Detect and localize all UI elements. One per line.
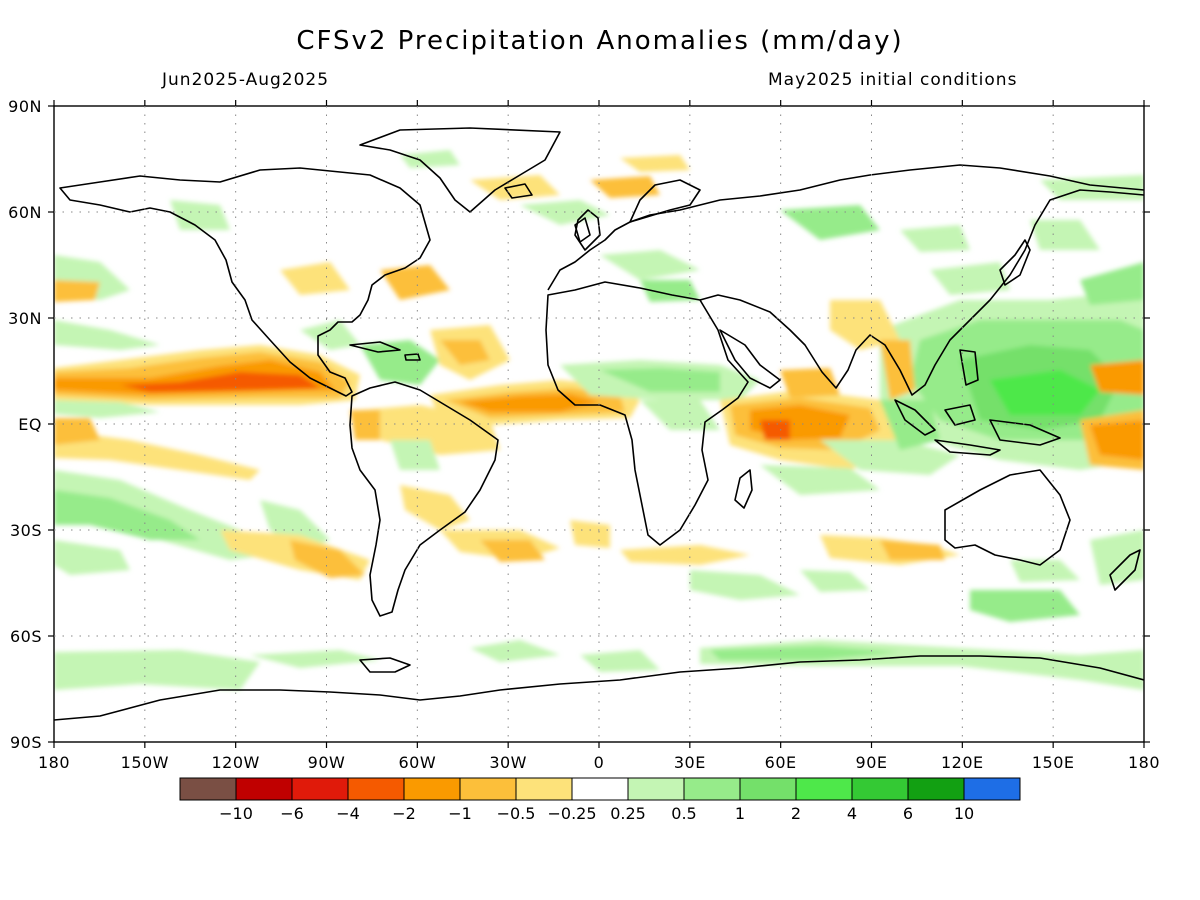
gridlines [54, 106, 1144, 742]
colorbar-swatch [683, 777, 741, 801]
lon-tick-label: 0 [594, 753, 605, 772]
forecast-period: Jun2025-Aug2025 [162, 70, 330, 90]
axis-ticks [48, 100, 1150, 748]
colorbar-label: 6 [903, 804, 913, 823]
colorbar-label: −0.25 [547, 804, 596, 823]
south-america-outline [349, 381, 499, 617]
lat-tick-label: 60N [8, 203, 42, 222]
anomaly-shading [54, 150, 1144, 690]
lat-tick-label: 90S [10, 733, 42, 752]
lon-tick-label: 90W [308, 753, 346, 772]
colorbar-label: −4 [336, 804, 360, 823]
latitude-labels: 90N 60N 30N EQ 30S 60S 90S [8, 97, 42, 752]
colorbar-swatch [963, 777, 1021, 801]
lon-tick-label: 150W [121, 753, 169, 772]
lon-tick-label: 60E [765, 753, 797, 772]
europe-outline [547, 164, 1144, 291]
colorbar-swatch [459, 777, 517, 801]
wet-band-southern-pacific [54, 650, 260, 690]
north-america-outline [59, 167, 431, 397]
colorbar-swatch [627, 777, 685, 801]
colorbar-swatch [403, 777, 461, 801]
wet-band-south-pacific [54, 470, 270, 560]
colorbar-label: −6 [280, 804, 304, 823]
lon-tick-label: 180 [1128, 753, 1160, 772]
initial-conditions-label: May2025 initial conditions [768, 70, 1018, 90]
colorbar-swatch [235, 777, 293, 801]
lat-tick-label: 90N [8, 97, 42, 116]
colorbar-label: 1 [735, 804, 745, 823]
australia-outline [944, 469, 1071, 566]
colorbar-label: 0.25 [610, 804, 646, 823]
colorbar-swatch [571, 777, 629, 801]
colorbar-swatch [179, 777, 237, 801]
lon-tick-label: 120W [211, 753, 259, 772]
lon-tick-label: 150E [1032, 753, 1075, 772]
colorbar-label: −2 [392, 804, 416, 823]
lon-tick-label: 120E [941, 753, 984, 772]
colorbar-swatch [795, 777, 853, 801]
colorbar-label: 4 [847, 804, 857, 823]
colorbar-label: 2 [791, 804, 801, 823]
colorbar-swatch [907, 777, 965, 801]
colorbar-label: −0.5 [497, 804, 536, 823]
lat-tick-label: 30N [8, 309, 42, 328]
colorbar-swatch [851, 777, 909, 801]
colorbar-swatch [739, 777, 797, 801]
greenland-outline [359, 127, 561, 213]
colorbar-swatch [515, 777, 573, 801]
lat-tick-label: 30S [10, 521, 42, 540]
colorbar [179, 777, 1021, 801]
colorbar-label: −10 [219, 804, 253, 823]
lon-tick-label: 60W [398, 753, 436, 772]
chart-title: CFSv2 Precipitation Anomalies (mm/day) [296, 26, 904, 56]
colorbar-label: 0.5 [671, 804, 696, 823]
colorbar-swatch [291, 777, 349, 801]
lon-tick-label: 180 [38, 753, 70, 772]
lon-tick-label: 30E [674, 753, 706, 772]
coastlines [54, 127, 1144, 721]
colorbar-label: 10 [954, 804, 974, 823]
asia-outline [699, 189, 1144, 396]
antarctica-outline [54, 655, 1144, 721]
lat-tick-label: EQ [18, 415, 42, 434]
lon-tick-label: 90E [856, 753, 888, 772]
colorbar-label: −1 [448, 804, 472, 823]
colorbar-labels: −10 −6 −4 −2 −1 −0.5 −0.25 0.25 0.5 1 2 4 6 10 [219, 804, 974, 823]
colorbar-swatch [347, 777, 405, 801]
longitude-labels: 180 150W 120W 90W 60W 30W 0 30E 60E 90E 120E 150E 18… [38, 753, 1160, 772]
africa-outline [545, 281, 749, 546]
lon-tick-label: 30W [489, 753, 527, 772]
lat-tick-label: 60S [10, 627, 42, 646]
